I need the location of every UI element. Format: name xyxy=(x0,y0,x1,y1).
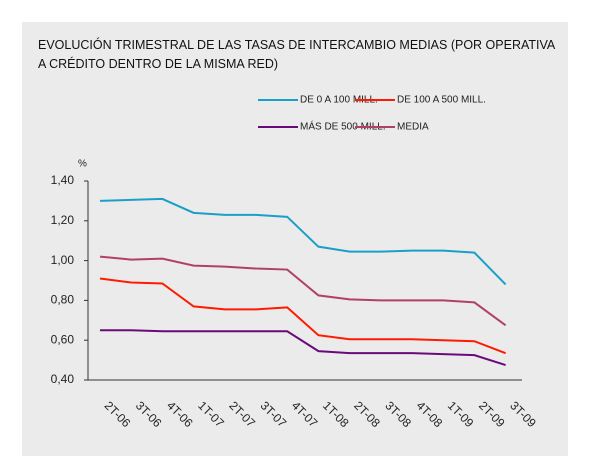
panel xyxy=(22,22,568,456)
x-tick-label: 3T-07 xyxy=(258,398,290,430)
x-tick-label: 2T-07 xyxy=(226,398,258,430)
line-series xyxy=(99,277,506,355)
legend-label: DE 100 A 500 MILL. xyxy=(397,95,486,106)
legend-label: MÁS DE 500 MILL. xyxy=(300,120,386,133)
y-tick-label: 0,40 xyxy=(51,372,75,386)
line-series xyxy=(100,329,506,367)
legend-label: MEDIA xyxy=(397,122,429,133)
x-tick-label: 1T-07 xyxy=(195,398,227,430)
y-tick-label: 1,00 xyxy=(51,253,75,267)
legend-label: DE 0 A 100 MILL. xyxy=(300,95,378,106)
y-axis-label: % xyxy=(78,159,87,170)
x-tick-label: 4T-07 xyxy=(289,398,321,430)
x-tick-label: 2T-09 xyxy=(476,398,508,430)
x-tick-label: 3T-09 xyxy=(507,398,539,430)
x-tick-label: 4T-06 xyxy=(164,398,196,430)
x-tick-label: 3T-08 xyxy=(382,398,414,430)
x-tick-label: 2T-08 xyxy=(351,398,383,430)
x-tick-label: 2T-06 xyxy=(102,398,134,430)
x-tick-label: 1T-09 xyxy=(445,398,477,430)
y-tick-label: 0,60 xyxy=(51,332,75,346)
x-tick-label: 1T-08 xyxy=(320,398,352,430)
y-tick-label: 1,40 xyxy=(51,173,75,187)
line-series xyxy=(99,197,507,286)
line-series xyxy=(99,255,507,327)
x-tick-label: 4T-08 xyxy=(414,398,446,430)
x-tick-label: 3T-06 xyxy=(133,398,165,430)
y-tick-label: 0,80 xyxy=(51,293,75,307)
chart-title: EVOLUCIÓN TRIMESTRAL DE LAS TASAS DE INT… xyxy=(38,38,555,71)
y-tick-label: 1,20 xyxy=(51,213,75,227)
